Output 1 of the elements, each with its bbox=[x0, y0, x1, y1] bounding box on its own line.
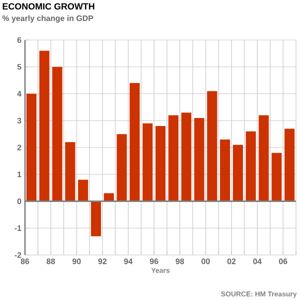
chart-title: ECONOMIC GROWTH bbox=[2, 3, 94, 10]
